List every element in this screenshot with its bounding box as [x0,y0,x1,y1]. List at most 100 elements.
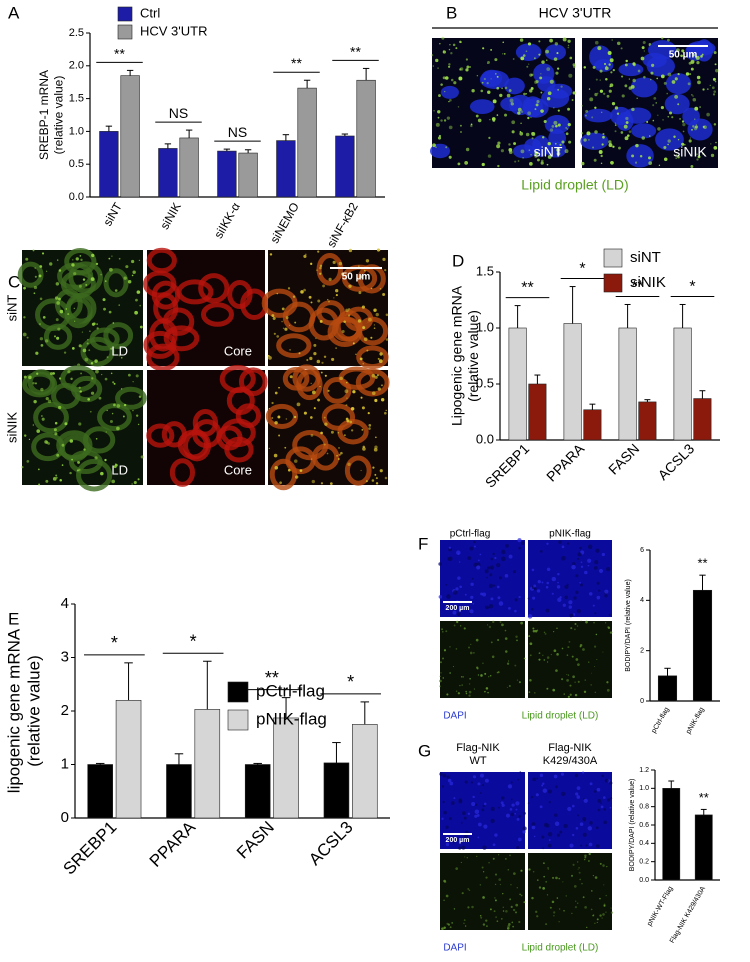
droplet [447,65,451,68]
droplet [534,154,538,158]
droplet [568,73,573,78]
droplet [138,259,141,262]
droplet [602,913,605,916]
cell [151,280,181,310]
droplet [443,879,446,883]
droplet [319,266,322,270]
nucleus [573,596,577,600]
droplet [281,307,285,311]
droplet [319,385,321,388]
droplet [586,926,588,928]
nucleus [579,583,584,587]
droplet [373,309,376,312]
droplet [113,382,116,385]
droplet [660,106,664,110]
nucleus [557,581,559,584]
droplet [500,917,503,920]
y-axis-label: BODIPY/DAPI (relative value) [625,579,632,672]
nucleus [539,773,544,778]
nucleus [561,791,566,797]
droplet [134,310,138,315]
droplet [712,93,716,96]
nucleus [554,813,558,817]
nucleus [600,805,604,809]
nucleus [604,589,609,594]
nucleus [559,596,562,599]
bar [276,140,296,198]
error-bar [332,742,341,763]
droplet [373,327,376,330]
droplet [630,84,635,89]
droplet [532,870,535,873]
droplet [671,116,674,119]
droplet [528,868,531,871]
droplet [36,429,41,433]
droplet [496,671,499,674]
droplet [453,624,456,627]
cell [64,296,93,329]
nucleus [516,817,520,821]
droplet [489,674,492,677]
droplet [562,37,567,42]
droplet [561,678,564,681]
droplet [513,872,516,876]
droplet [614,130,617,133]
nucleus [494,556,497,560]
nucleus [522,826,527,831]
legend-label: pCtrl-flag [256,681,325,700]
droplet [88,349,91,352]
droplet [338,261,343,266]
droplet [358,291,362,295]
droplet [462,676,464,678]
droplet [303,254,307,258]
nucleus [500,801,504,805]
droplet [71,346,75,350]
droplet [34,275,37,278]
image-background [440,621,525,698]
droplet [321,361,324,364]
nucleus [467,556,472,560]
significance-label: ** [291,55,302,71]
nucleus [480,592,483,596]
caption: Lipid droplet (LD) [522,943,599,954]
droplet [583,66,587,69]
droplet [73,320,76,322]
droplet [488,676,490,678]
droplet [374,398,378,403]
droplet [459,130,463,133]
droplet [482,47,485,50]
nucleus [483,824,488,829]
nucleus [682,107,700,126]
significance-label: ** [521,280,533,297]
panel-title: HCV 3'UTR [539,5,612,21]
droplet [699,106,701,108]
droplet [468,889,471,892]
x-tick-label: siNF-κB2 [324,200,361,250]
droplet [584,856,587,859]
droplet [594,130,598,134]
error-bar [668,780,675,789]
droplet [513,142,517,146]
droplet [379,288,382,290]
droplet [359,357,363,361]
cell [316,253,344,286]
nucleus [484,569,489,574]
droplet [24,434,27,437]
droplet [87,339,89,341]
droplet [520,149,525,154]
droplet [284,327,288,331]
nucleus [478,559,480,562]
scale-bar-label: 200 µm [446,605,470,612]
nucleus [470,595,474,599]
nucleus [472,602,475,605]
droplet [572,91,576,95]
droplet [110,347,113,350]
nucleus [461,845,466,850]
droplet [40,415,43,417]
nucleus [579,581,582,584]
y-axis-label: lipogenic gene mRNA [4,628,23,793]
error-bar [341,133,349,136]
caption: Lipid droplet (LD) [522,711,599,722]
droplet [600,162,603,165]
